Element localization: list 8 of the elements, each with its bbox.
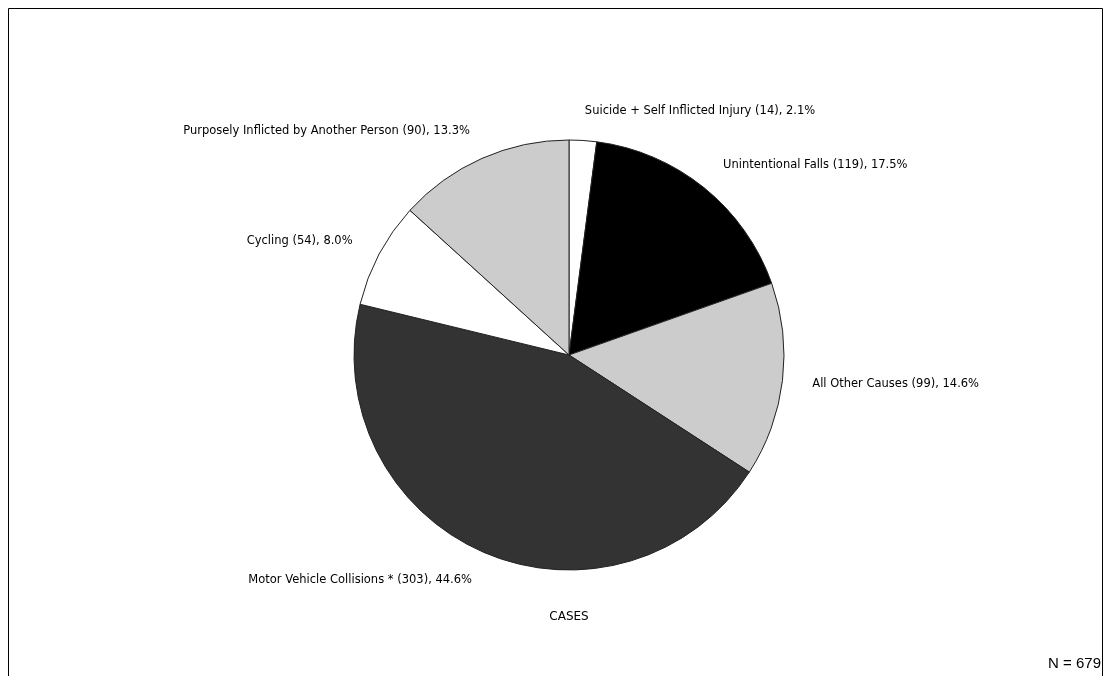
slice-label: Cycling (54), 8.0% [246, 232, 353, 247]
text: CASES [549, 609, 589, 623]
slice-label: Unintentional Falls (119), 17.5% [723, 157, 908, 172]
slice-label: All Other Causes (99), 14.6% [812, 376, 980, 391]
slice-label: Suicide + Self Inflicted Injury (14), 2.1% [584, 103, 816, 118]
slice-label: Motor Vehicle Collisions * (303), 44.6% [248, 572, 473, 587]
slice-label: Purposely Inflicted by Another Person (90), 13.3% [183, 123, 470, 138]
text: N = 679 [1048, 654, 1101, 671]
